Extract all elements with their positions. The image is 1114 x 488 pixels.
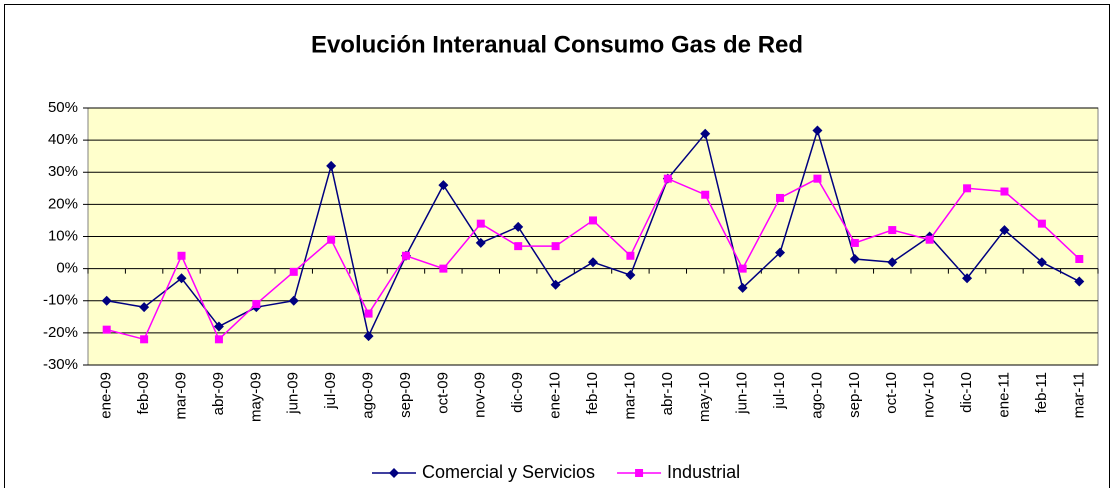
x-tick-label: mar-10 [621,372,638,420]
legend-label: Comercial y Servicios [422,462,595,482]
point [326,160,337,171]
point [252,299,261,308]
x-tick-label: oct-10 [883,372,900,414]
point [439,264,448,273]
x-tick-label: abr-09 [210,372,227,415]
x-tick-label: feb-11 [1033,372,1050,413]
point [102,325,111,334]
point [140,335,149,344]
point [475,237,486,248]
x-tick-label: ene-10 [547,372,564,419]
point [1037,219,1046,228]
point [812,125,823,136]
point [925,235,934,244]
x-tick-label: mar-09 [172,372,189,420]
x-tick-label: dic-09 [509,372,526,413]
point [963,184,972,193]
x-tick-label: jul-10 [771,372,788,410]
point [588,257,598,268]
y-tick-label: -30% [43,356,78,373]
point [775,247,786,258]
point [327,235,336,244]
point [476,219,485,228]
x-tick-label: sep-09 [397,372,414,418]
chart-title: Evolución Interanual Consumo Gas de Red [311,31,803,58]
x-tick-label: oct-09 [434,372,451,414]
x-tick-label: may-10 [696,372,713,422]
x-tick-label: jun-10 [734,372,751,415]
point [288,295,299,306]
point [1074,276,1085,287]
legend: Comercial y Servicios Industrial [372,462,740,482]
point [514,242,523,251]
x-tick-label: feb-10 [584,372,601,415]
point [1036,257,1047,268]
point [626,251,635,260]
legend-label: Industrial [667,462,740,482]
x-tick-label: jun-09 [285,372,302,415]
point [813,174,822,183]
y-tick-label: 10% [48,227,78,244]
x-tick-label: ago-10 [808,372,825,419]
y-tick-label: 20% [48,195,78,212]
point [888,226,897,235]
point [700,128,711,139]
point [625,270,636,281]
point [363,331,374,342]
x-tick-label: nov-10 [921,372,938,418]
point [999,225,1010,236]
y-tick-label: 0% [56,260,78,277]
point [401,251,410,260]
y-tick-label: 30% [48,163,78,180]
point [177,251,186,260]
y-tick-label: -10% [43,292,78,309]
point [364,309,373,318]
point [701,190,710,199]
point [176,273,187,284]
x-tick-label: nov-09 [472,372,489,418]
x-tick-label: dic-10 [958,372,975,413]
point [589,216,597,225]
legend-marker [635,469,644,477]
y-tick-label: -20% [43,324,78,341]
point [663,174,672,183]
point [1000,187,1009,196]
point [1075,254,1084,263]
point [214,335,223,344]
point [776,193,785,202]
point [139,302,150,313]
y-tick-label: 40% [48,131,78,148]
x-tick-label: abr-10 [659,372,676,415]
point [850,238,859,247]
x-tick-label: ago-09 [360,372,377,419]
point [737,282,748,293]
x-tick-label: may-09 [247,372,264,422]
point [438,180,449,191]
y-tick-label: 50% [48,99,78,116]
point [550,279,561,290]
point [738,264,747,273]
legend-marker [389,468,399,478]
x-tick-label: sep-10 [846,372,863,418]
x-tick-label: ene-11 [995,372,1012,418]
point [289,267,298,276]
x-tick-label: ene-09 [98,372,115,419]
x-tick-label: mar-11 [1070,372,1087,418]
point [962,273,973,284]
point [887,257,898,268]
point [513,221,524,232]
x-tick-label: jul-09 [322,372,339,410]
point [213,321,224,332]
point [849,253,860,264]
x-tick-label: feb-09 [135,372,152,415]
point [551,242,560,251]
point [101,295,112,306]
